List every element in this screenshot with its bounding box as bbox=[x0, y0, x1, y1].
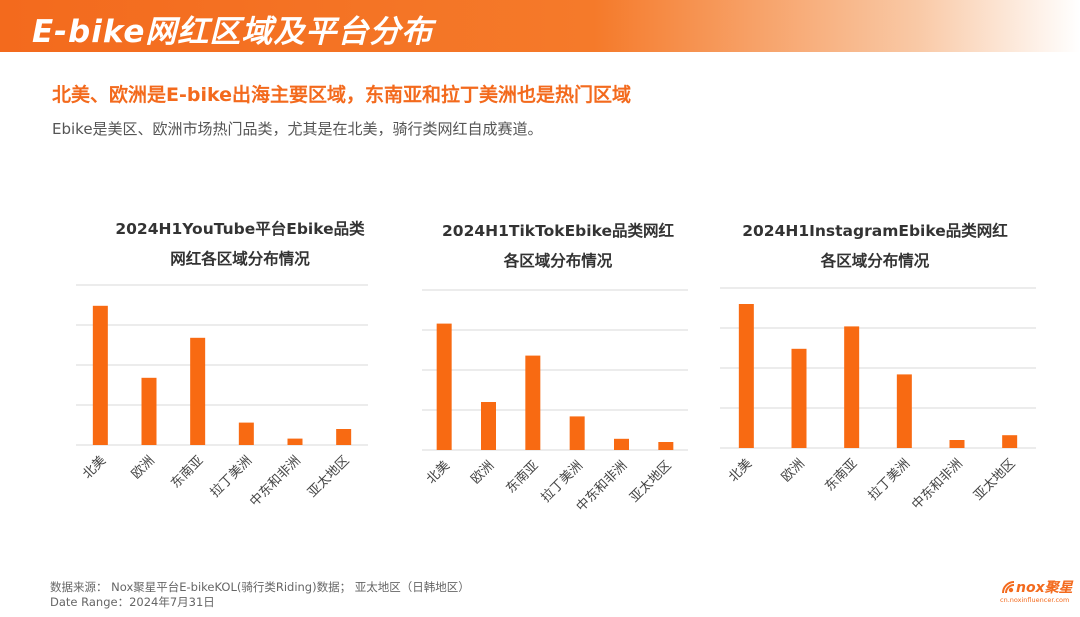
logo-url: cn.noxinfluencer.com bbox=[1000, 596, 1070, 604]
bar bbox=[436, 323, 452, 450]
chart-title-line-2: 各区域分布情况 bbox=[503, 252, 613, 270]
x-tick-label: 中东和非洲 bbox=[909, 456, 966, 513]
x-tick-label: 北美 bbox=[424, 458, 453, 487]
signal-icon bbox=[1002, 581, 1015, 594]
x-tick-label: 欧洲 bbox=[779, 456, 808, 485]
bar bbox=[949, 440, 965, 448]
x-tick-label: 欧洲 bbox=[468, 458, 497, 487]
chart-title-tiktok: 2024H1TikTokEbike品类网红 各区域分布情况 bbox=[378, 216, 738, 276]
x-tick-label: 拉丁美洲 bbox=[866, 456, 913, 503]
bar bbox=[92, 305, 108, 445]
x-tick-label: 东南亚 bbox=[503, 458, 542, 497]
bar bbox=[614, 438, 629, 450]
x-tick-label: 中东和非洲 bbox=[247, 453, 304, 510]
x-tick-label: 东南亚 bbox=[168, 453, 207, 492]
x-tick-label: 北美 bbox=[726, 456, 755, 485]
bar bbox=[658, 442, 674, 450]
bar bbox=[844, 326, 860, 448]
chart-title-line-1: 2024H1InstagramEbike品类网红 bbox=[742, 222, 1008, 240]
chart-title-line-2: 网红各区域分布情况 bbox=[170, 250, 310, 268]
chart-title-line-2: 各区域分布情况 bbox=[820, 252, 930, 270]
chart-title-line-1: 2024H1YouTube平台Ebike品类 bbox=[115, 220, 365, 238]
bar bbox=[791, 348, 807, 448]
bar bbox=[190, 337, 206, 445]
chart-title-instagram: 2024H1InstagramEbike品类网红 各区域分布情况 bbox=[692, 216, 1058, 276]
x-tick-label: 欧洲 bbox=[129, 453, 158, 482]
bar bbox=[1002, 435, 1018, 448]
bar bbox=[481, 402, 496, 450]
bar bbox=[525, 355, 541, 450]
page-title: E-bike网红区域及平台分布 bbox=[32, 14, 434, 50]
headline: 北美、欧洲是E-bike出海主要区域，东南亚和拉丁美洲也是热门区域 bbox=[52, 84, 631, 106]
bar bbox=[141, 377, 157, 445]
header-bar: E-bike网红区域及平台分布 bbox=[0, 0, 1080, 52]
chart-title-line-1: 2024H1TikTokEbike品类网红 bbox=[442, 222, 674, 240]
bar bbox=[569, 416, 585, 450]
chart-title-youtube: 2024H1YouTube平台Ebike品类 网红各区域分布情况 bbox=[60, 214, 420, 274]
footer-source: 数据来源： Nox聚星平台E-bikeKOL(骑行类Riding)数据； 亚太地… bbox=[50, 580, 470, 594]
logo-name: nox聚星 bbox=[1016, 580, 1073, 596]
subline: Ebike是美区、欧洲市场热门品类，尤其是在北美，骑行类网红自成赛道。 bbox=[52, 120, 543, 138]
x-tick-label: 亚太地区 bbox=[305, 453, 352, 500]
footer: 数据来源： Nox聚星平台E-bikeKOL(骑行类Riding)数据； 亚太地… bbox=[50, 580, 470, 610]
x-tick-label: 北美 bbox=[80, 453, 109, 482]
x-tick-label: 亚太地区 bbox=[627, 458, 674, 505]
x-tick-label: 亚太地区 bbox=[971, 456, 1018, 503]
bar bbox=[238, 422, 254, 445]
x-tick-label: 拉丁美洲 bbox=[208, 453, 255, 500]
bar bbox=[287, 438, 303, 445]
bar bbox=[896, 374, 912, 448]
bar bbox=[738, 304, 754, 448]
footer-date-range: Date Range：2024年7月31日 bbox=[50, 595, 215, 609]
bar bbox=[336, 429, 352, 445]
x-tick-label: 东南亚 bbox=[822, 456, 861, 495]
nox-logo: nox聚星 cn.noxinfluencer.com bbox=[1000, 577, 1073, 607]
